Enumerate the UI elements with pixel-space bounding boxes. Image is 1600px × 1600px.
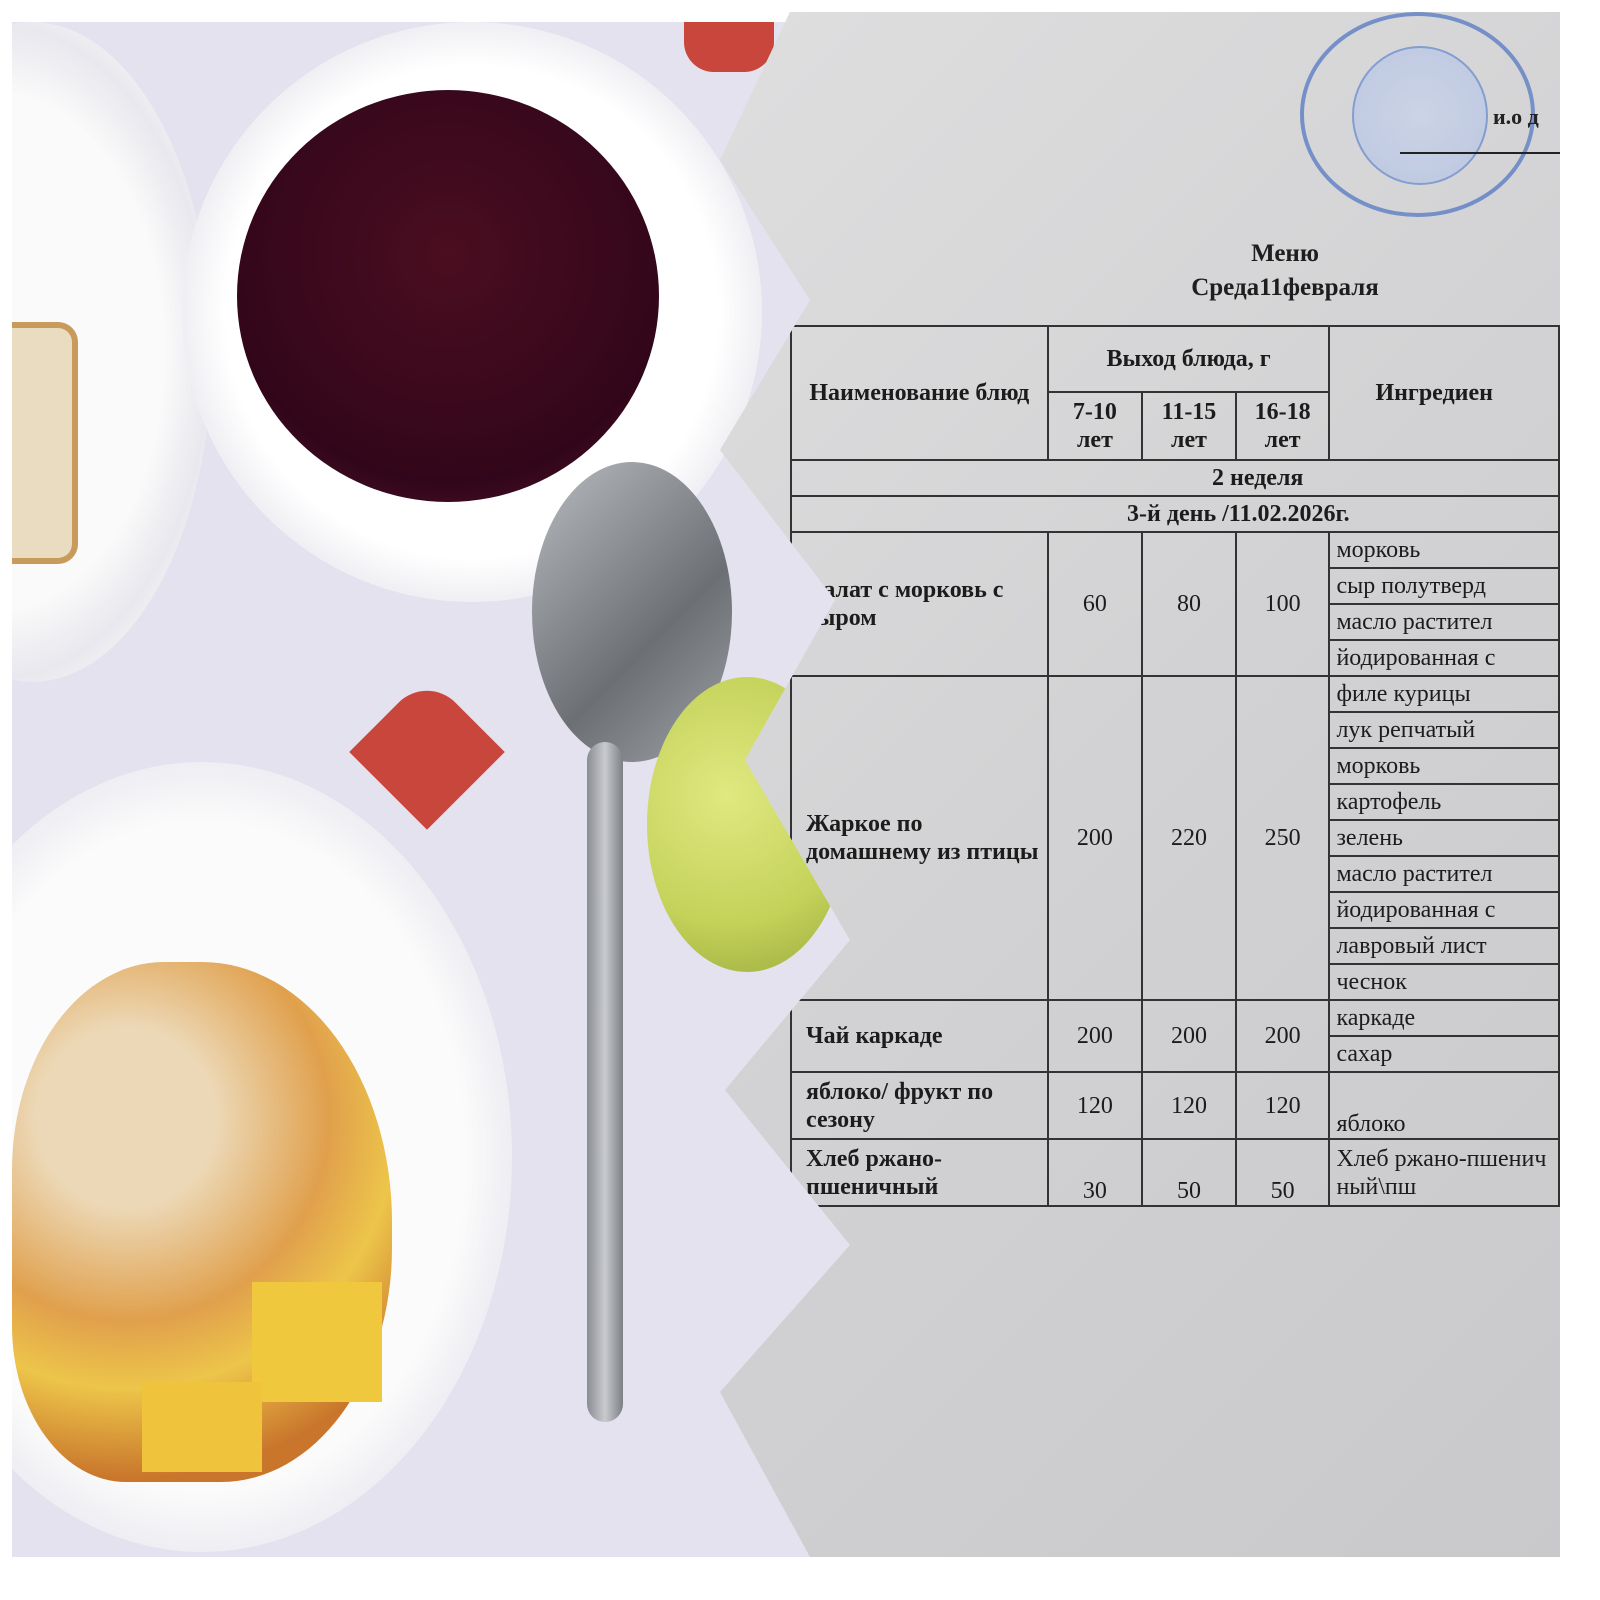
food-photo	[12, 22, 852, 1557]
day-row: 3-й день /11.02.2026г.	[790, 495, 1560, 533]
ingredient: чеснок	[1328, 963, 1560, 1001]
ingredient: морковь	[1328, 531, 1560, 569]
dish-name: Салат с морковь с сыром	[790, 531, 1049, 677]
ingredient: йодированная с	[1328, 891, 1560, 929]
heart-decoration	[684, 22, 774, 72]
official-stamp	[1300, 12, 1535, 217]
spoon-handle	[587, 742, 623, 1422]
yield-7-10: 30	[1046, 1138, 1144, 1207]
yield-16-18: 50	[1234, 1138, 1331, 1207]
ingredient: сыр полутверд	[1328, 567, 1560, 605]
header-age-7-10: 7-10 лет	[1046, 391, 1144, 461]
ingredient: масло растител	[1328, 603, 1560, 641]
ingredient: зелень	[1328, 819, 1560, 857]
yield-11-15: 200	[1141, 999, 1237, 1073]
ingredient: филе курицы	[1328, 675, 1560, 713]
header-dish-name: Наименование блюд	[790, 325, 1049, 461]
yield-7-10: 120	[1046, 1071, 1144, 1140]
yield-7-10: 200	[1046, 675, 1144, 1001]
header-ingredients: Ингредиен	[1328, 325, 1560, 461]
signature-line	[1400, 152, 1560, 154]
ingredient: сахар	[1328, 1035, 1560, 1073]
signature-label: и.о д	[1493, 104, 1539, 129]
ingredient: лавровый лист	[1328, 927, 1560, 965]
heart-decoration	[349, 674, 505, 830]
header-age-11-15: 11-15 лет	[1141, 391, 1237, 461]
header-yield: Выход блюда, г	[1046, 325, 1331, 393]
hibiscus-tea	[237, 90, 659, 502]
menu-document: и.о д Меню Среда11февраля Наименование б…	[720, 12, 1560, 1557]
yield-16-18: 120	[1234, 1071, 1331, 1140]
menu-table: Наименование блюд Выход блюда, г Ингреди…	[790, 325, 1560, 1207]
bread-slice	[12, 322, 78, 564]
yield-11-15: 120	[1141, 1071, 1237, 1140]
yield-7-10: 60	[1046, 531, 1144, 677]
menu-title: Меню	[1251, 240, 1319, 267]
dish-name: Хлеб ржано-пшеничный	[790, 1138, 1049, 1207]
menu-subtitle: Среда11февраля	[1191, 274, 1379, 301]
ingredient: Хлеб ржано-пшеничный\пш	[1328, 1138, 1560, 1207]
yield-16-18: 250	[1234, 675, 1331, 1001]
yield-11-15: 80	[1141, 531, 1237, 677]
ingredient: морковь	[1328, 747, 1560, 785]
yield-7-10: 200	[1046, 999, 1144, 1073]
yield-16-18: 100	[1234, 531, 1331, 677]
dish-name: яблоко/ фрукт по сезону	[790, 1071, 1049, 1140]
ingredient: масло растител	[1328, 855, 1560, 893]
dish-name: Чай каркаде	[790, 999, 1049, 1073]
yield-11-15: 50	[1141, 1138, 1237, 1207]
header-age-16-18: 16-18 лет	[1234, 391, 1331, 461]
ingredient: картофель	[1328, 783, 1560, 821]
ingredient: лук репчатый	[1328, 711, 1560, 749]
ingredient: яблоко	[1328, 1071, 1560, 1140]
yield-11-15: 220	[1141, 675, 1237, 1001]
ingredient: каркаде	[1328, 999, 1560, 1037]
week-row: 2 неделя	[790, 459, 1560, 497]
yield-16-18: 200	[1234, 999, 1331, 1073]
ingredient: йодированная с	[1328, 639, 1560, 677]
potato-piece	[142, 1382, 262, 1472]
potato-piece	[252, 1282, 382, 1402]
